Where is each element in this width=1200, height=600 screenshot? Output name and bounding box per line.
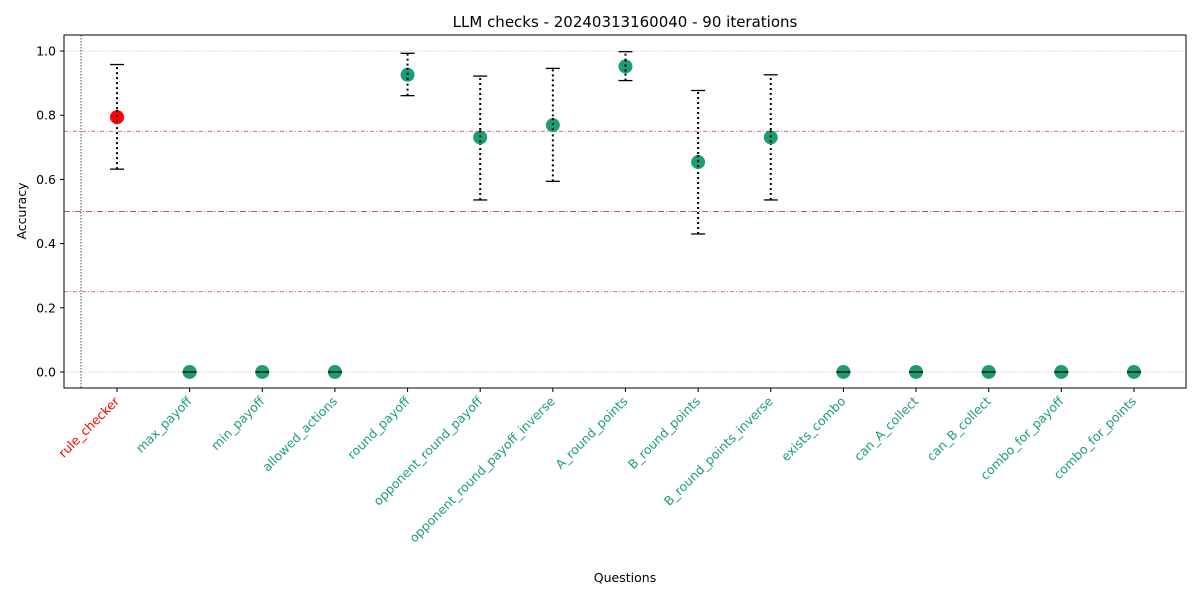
y-tick-label: 0.2: [36, 300, 56, 315]
x-tick-label: min_payoff: [208, 393, 268, 453]
x-tick-label: rule_checker: [55, 393, 122, 460]
reference-lines: [64, 50, 1186, 373]
x-tick-label: A_round_points: [552, 394, 630, 472]
x-axis-ticks: rule_checker max_payoff min_payoffallowed_…: [55, 388, 1139, 545]
x-tick-label: exists_combo: [778, 394, 849, 465]
y-tick-label: 1.0: [36, 44, 56, 59]
x-tick-label: round_payoff: [344, 393, 413, 462]
data-points: [110, 59, 1141, 379]
y-tick-label: 0.6: [36, 172, 56, 187]
x-tick-label: max_payoff: [133, 393, 195, 455]
y-tick-label: 0.4: [36, 236, 56, 251]
y-tick-label: 0.0: [36, 364, 56, 379]
x-tick-label: can_B_collect: [923, 393, 993, 463]
x-tick-label: B_round_points: [625, 394, 703, 472]
y-axis-ticks: 0.0 0.2 0.4 0.6 0.8 1.0: [36, 44, 64, 379]
x-tick-label: allowed_actions: [259, 394, 340, 475]
x-tick-label: can_A_collect: [851, 393, 921, 463]
x-axis-label: Questions: [594, 570, 656, 585]
chart-title: LLM checks - 20240313160040 - 90 iterati…: [453, 13, 798, 31]
error-bars: [110, 51, 778, 235]
y-axis-label: Accuracy: [14, 182, 29, 240]
x-tick-label: opponent_round_payoff_inverse: [406, 393, 558, 545]
y-tick-label: 0.8: [36, 108, 56, 123]
